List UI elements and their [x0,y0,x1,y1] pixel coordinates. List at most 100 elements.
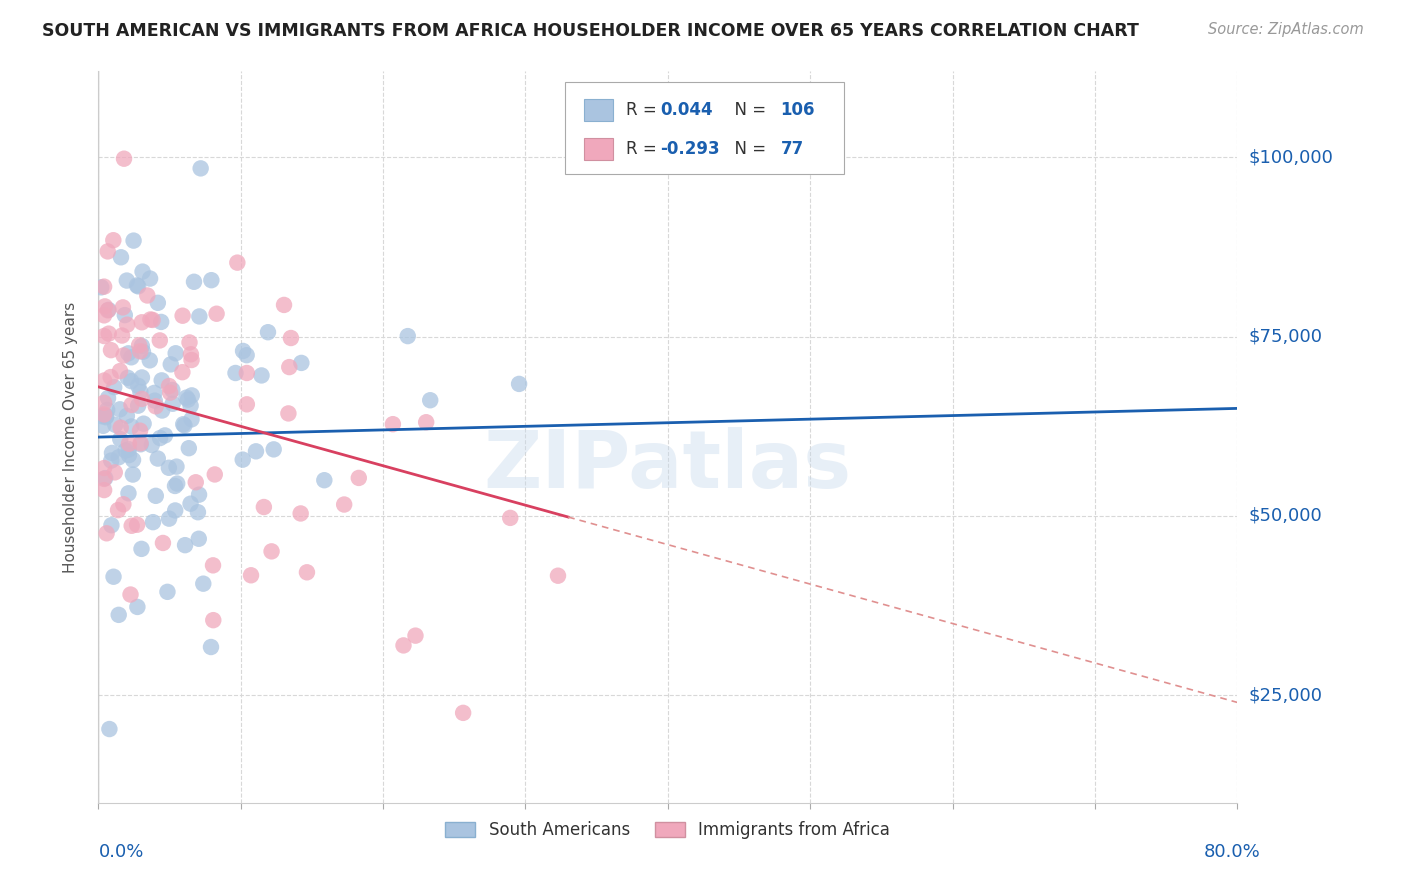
Point [180,412,202,426]
Point [121,518,143,533]
Point [103,380,125,394]
Point [174,538,197,552]
Point [232,452,254,467]
Text: 77: 77 [780,140,804,158]
Point [152,536,174,550]
Point [129,436,152,450]
Point [263,442,285,457]
Point [108,364,131,378]
Point [96,526,118,541]
Text: $75,000: $75,000 [1249,327,1323,346]
Point [104,466,127,480]
Text: Source: ZipAtlas.com: Source: ZipAtlas.com [1208,22,1364,37]
Point [121,398,143,412]
Point [226,255,249,269]
Point [117,346,139,360]
Point [146,451,169,466]
Point [143,393,166,408]
Point [93,472,115,486]
Point [90,280,112,294]
Text: R =: R = [626,101,662,119]
Point [108,402,131,417]
Point [94,471,117,485]
Point [90,409,112,424]
Point [115,318,138,332]
Point [200,273,222,287]
Text: $25,000: $25,000 [1249,686,1323,705]
Point [114,308,136,322]
Point [157,511,180,525]
Point [190,161,212,176]
Point [278,360,301,375]
Point [107,607,129,622]
Point [280,331,302,345]
Point [250,368,273,383]
Point [117,486,139,500]
Point [176,391,198,405]
Point [120,351,142,365]
Point [131,370,153,384]
Point [295,566,318,580]
FancyBboxPatch shape [565,82,845,174]
Point [93,374,115,388]
Text: 80.0%: 80.0% [1204,843,1260,861]
Point [150,373,173,387]
Text: R =: R = [626,140,662,158]
Point [180,353,202,368]
Point [290,356,312,370]
Point [188,488,211,502]
Point [235,348,257,362]
Point [101,446,124,460]
Text: N =: N = [724,101,770,119]
Point [139,271,162,285]
Point [93,329,115,343]
Point [419,393,441,408]
Text: ZIPatlas: ZIPatlas [484,427,852,506]
Point [97,302,120,317]
Point [136,288,159,302]
Legend: South Americans, Immigrants from Africa: South Americans, Immigrants from Africa [439,814,897,846]
Point [183,275,205,289]
Point [115,409,138,423]
Point [273,298,295,312]
Point [172,365,194,379]
Point [127,599,149,614]
Point [404,629,426,643]
Point [145,489,167,503]
Point [100,518,122,533]
Point [103,570,125,584]
Point [205,307,228,321]
Point [381,417,404,432]
Text: -0.293: -0.293 [659,140,720,158]
Point [110,420,132,434]
Point [260,544,283,558]
Text: 106: 106 [780,101,815,119]
Point [232,343,254,358]
Point [93,309,115,323]
Point [177,392,200,407]
Point [131,541,153,556]
Point [131,392,153,406]
Point [290,507,312,521]
Point [162,397,184,411]
Point [131,264,153,278]
Point [97,391,120,405]
Point [166,459,188,474]
Point [204,467,226,482]
Point [180,388,202,402]
Point [96,403,118,417]
Point [202,613,225,627]
Point [150,403,173,417]
Point [143,385,166,400]
Point [188,310,211,324]
Point [93,461,115,475]
Point [94,299,117,313]
Point [142,313,165,327]
Text: $50,000: $50,000 [1249,507,1322,525]
Point [107,503,129,517]
Point [139,353,162,368]
Point [139,312,162,326]
Point [132,344,155,359]
Point [396,329,419,343]
Point [129,384,152,399]
